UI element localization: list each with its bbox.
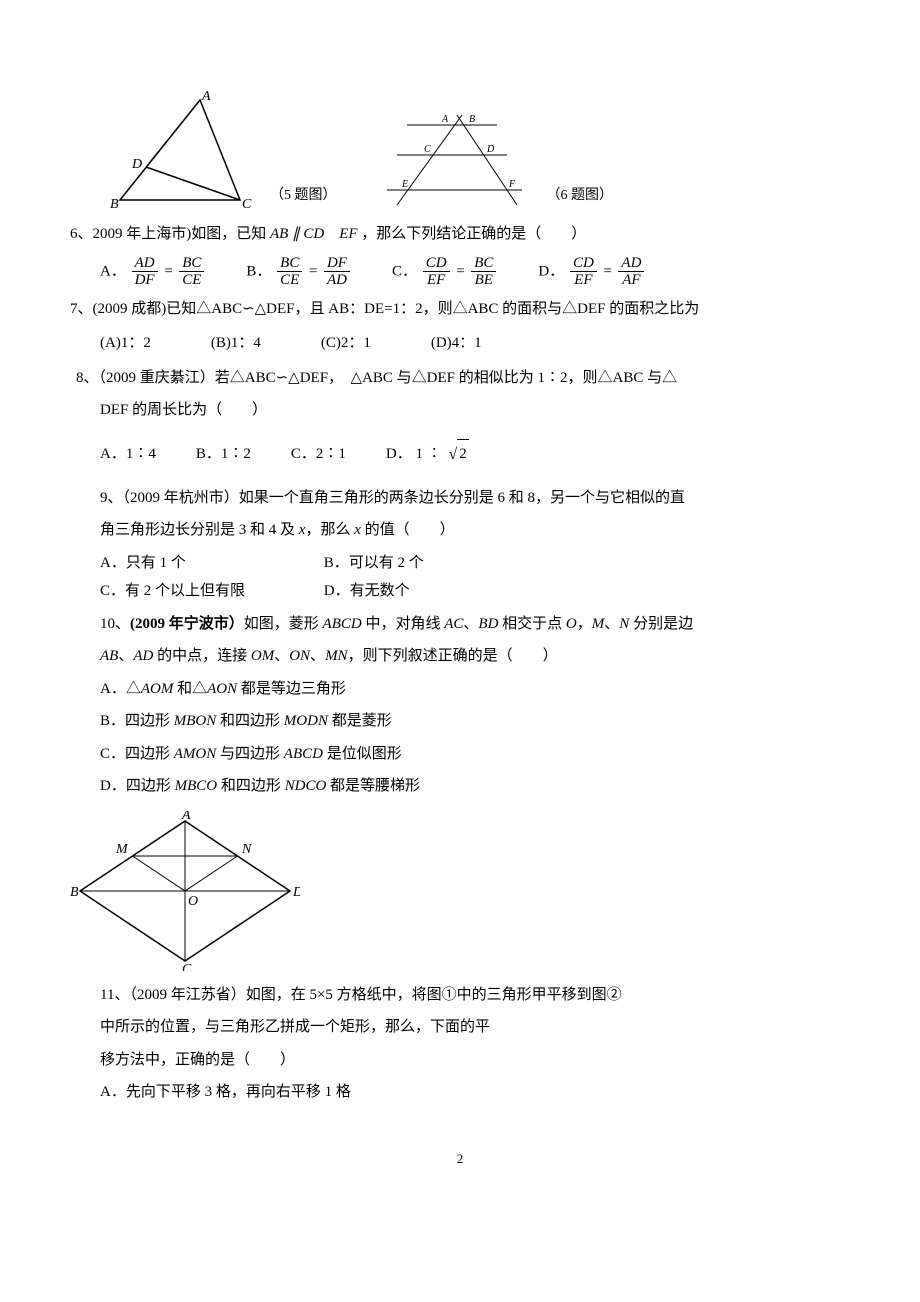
svg-text:B: B <box>469 114 475 125</box>
svg-text:F: F <box>508 179 516 190</box>
q11-stem1: 11、（2009 年江苏省）如图，在 5×5 方格纸中，将图①中的三角形甲平移到… <box>100 981 850 1010</box>
svg-text:A: A <box>441 114 449 125</box>
q9-C: C．有 2 个以上但有限 <box>100 577 320 606</box>
svg-text:C: C <box>242 197 252 210</box>
svg-text:E: E <box>401 179 408 190</box>
q10-D: D．四边形 MBCO 和四边形 NDCO 都是等腰梯形 <box>100 772 850 801</box>
q8-A: A．1∶4 <box>100 440 156 469</box>
q9-A: A．只有 1 个 <box>100 549 320 578</box>
q6-choices: A． ADDF = BCCE B． BCCE = DFAD C． CDEF = … <box>100 255 850 289</box>
svg-text:N: N <box>241 842 252 857</box>
svg-text:A: A <box>181 811 191 823</box>
q8-B: B．1∶2 <box>196 440 251 469</box>
fig5-label: （5 题图） <box>270 183 337 210</box>
svg-text:D: D <box>486 144 495 155</box>
q10-stem2: AB、AD 的中点，连接 OM、ON、MN，则下列叙述正确的是（ ） <box>100 642 850 671</box>
q7-choices: (A)1：2 (B)1：4 (C)2：1 (D)4：1 <box>100 329 850 358</box>
q7-A: (A)1：2 <box>100 329 151 358</box>
svg-text:B: B <box>110 197 119 210</box>
svg-text:A: A <box>201 90 211 104</box>
svg-text:C: C <box>424 144 431 155</box>
q9-stem2: 角三角形边长分别是 3 和 4 及 x，那么 x 的值（ ） <box>100 516 850 545</box>
q9-B: B．可以有 2 个 <box>324 555 424 571</box>
q6-B: B． BCCE = DFAD <box>246 255 352 289</box>
q7-B: (B)1：4 <box>211 329 261 358</box>
fig6-label: （6 题图） <box>547 183 614 210</box>
q8-stem: 8、（2009 重庆綦江）若△ABC∽△DEF， △ABC 与△DEF 的相似比… <box>76 364 850 393</box>
q10-B: B．四边形 MBON 和四边形 MODN 都是菱形 <box>100 707 850 736</box>
q11-stem2: 中所示的位置，与三角形乙拼成一个矩形，那么，下面的平 <box>100 1013 850 1042</box>
figures-row: A B C D （5 题图） A B C D E F （6 题图） <box>110 90 850 210</box>
q6-stem: 6、2009 年上海市)如图，已知 AB ∥ CD EF ，那么下列结论正确的是… <box>70 220 850 249</box>
svg-text:D: D <box>292 885 300 900</box>
q8-stem2: DEF 的周长比为（ ） <box>100 396 850 425</box>
svg-text:M: M <box>115 842 129 857</box>
page-number: 2 <box>70 1147 850 1172</box>
svg-text:B: B <box>70 885 79 900</box>
q6-D: D． CDEF = ADAF <box>538 255 646 289</box>
q9-stem1: 9、（2009 年杭州市）如果一个直角三角形的两条边长分别是 6 和 8，另一个… <box>100 484 850 513</box>
q7-D: (D)4：1 <box>431 329 482 358</box>
fig5-svg: A B C D <box>110 90 260 210</box>
q8-C: C．2∶1 <box>291 440 346 469</box>
q7-C: (C)2：1 <box>321 329 371 358</box>
q10-stem1: 10、(2009 年宁波市）如图，菱形 ABCD 中，对角线 AC、BD 相交于… <box>100 610 850 639</box>
q6-A: A． ADDF = BCCE <box>100 255 206 289</box>
q8-choices: A．1∶4 B．1∶2 C．2∶1 D． 1 ∶ 2 <box>100 439 850 470</box>
rhombus-figure: A B C D M N O <box>70 811 850 971</box>
svg-text:O: O <box>188 894 198 909</box>
q8-D: D． 1 ∶ 2 <box>386 439 469 470</box>
q11-stem3: 移方法中，正确的是（ ） <box>100 1046 850 1075</box>
q10-C: C．四边形 AMON 与四边形 ABCD 是位似图形 <box>100 740 850 769</box>
fig6-svg: A B C D E F <box>387 110 537 210</box>
q6-C: C． CDEF = BCBE <box>392 255 498 289</box>
q9-row1: A．只有 1 个 B．可以有 2 个 <box>100 549 850 578</box>
svg-text:C: C <box>182 962 192 971</box>
q9-row2: C．有 2 个以上但有限 D．有无数个 <box>100 577 850 606</box>
q7-stem: 7、(2009 成都)已知△ABC∽△DEF，且 AB：DE=1：2，则△ABC… <box>70 295 850 324</box>
q9-D: D．有无数个 <box>324 583 410 599</box>
q11-A: A．先向下平移 3 格，再向右平移 1 格 <box>100 1078 850 1107</box>
q10-A: A．△AOM 和△AON 都是等边三角形 <box>100 675 850 704</box>
svg-text:D: D <box>131 157 142 172</box>
